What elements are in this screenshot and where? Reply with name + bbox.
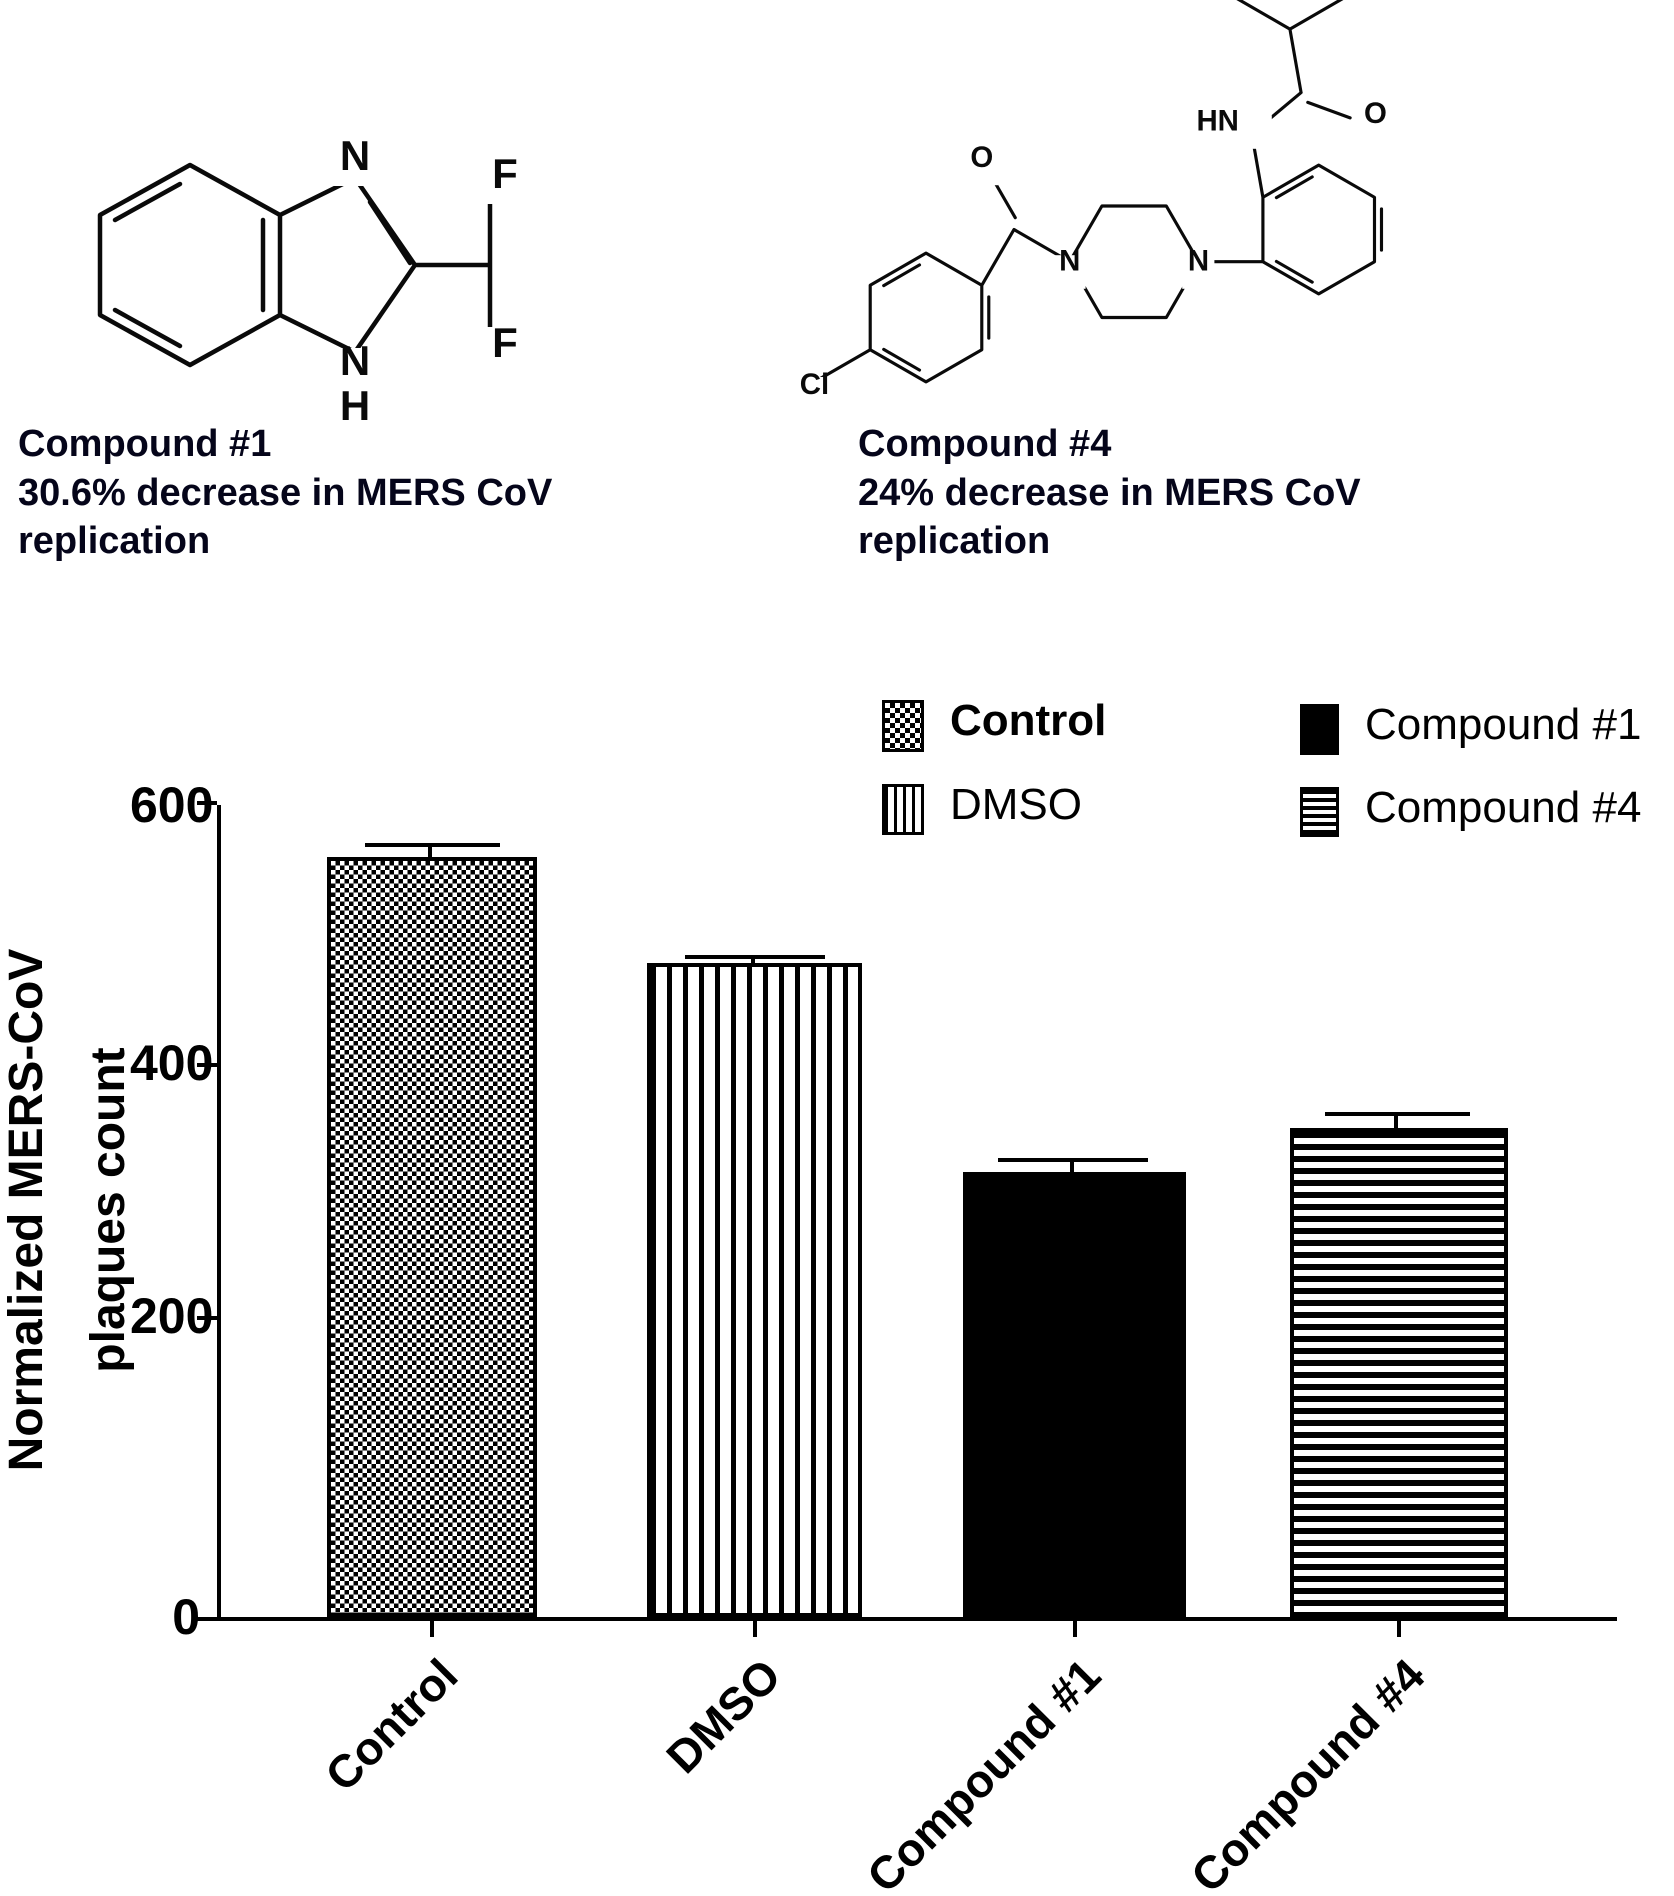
svg-text:F: F: [492, 319, 518, 366]
svg-text:N: N: [1188, 245, 1209, 278]
svg-text:HN: HN: [1196, 105, 1238, 138]
svg-text:F: F: [492, 150, 518, 197]
svg-text:N: N: [340, 337, 370, 384]
svg-text:O: O: [1364, 97, 1387, 130]
svg-text:N: N: [340, 132, 370, 179]
svg-text:N: N: [1059, 245, 1080, 278]
svg-text:O: O: [970, 141, 993, 174]
svg-text:Cl: Cl: [800, 368, 829, 401]
